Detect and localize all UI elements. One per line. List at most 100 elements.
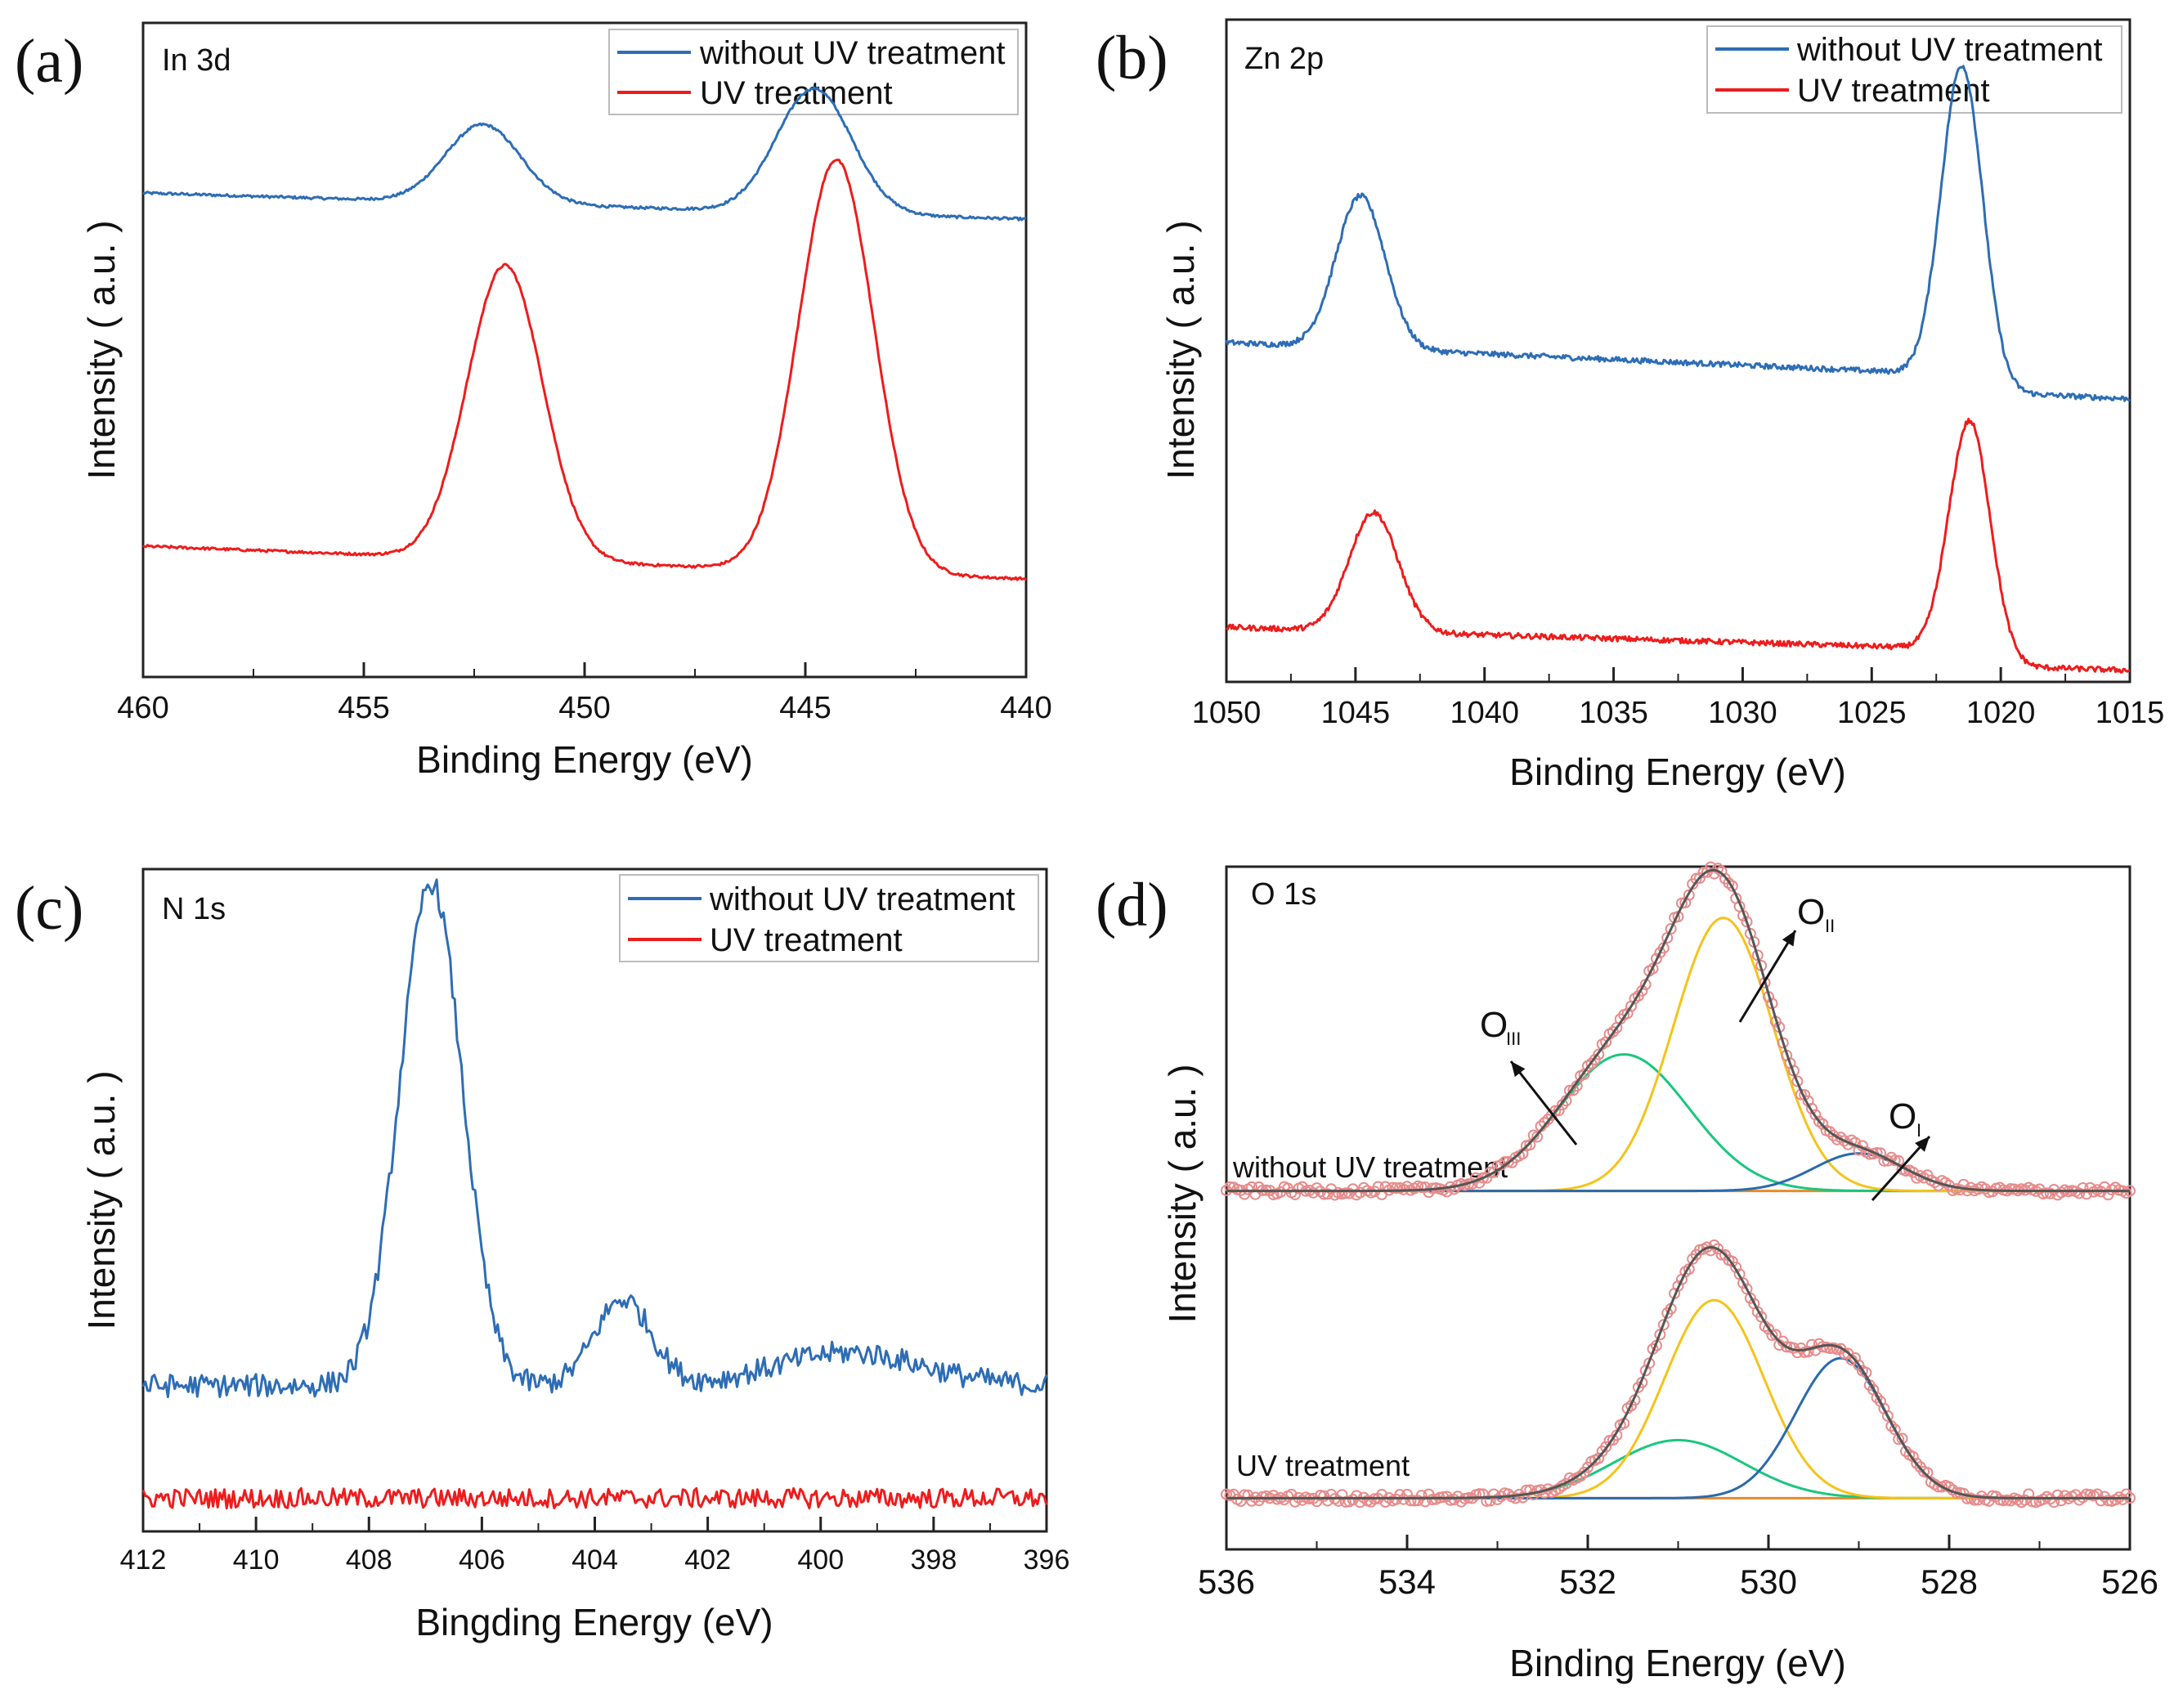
panel-d-data-point: [1911, 1457, 1923, 1469]
panel-b-tick-label: 1045: [1321, 696, 1391, 730]
panel-c-legend-box: [619, 874, 1039, 962]
panel-b-tick-label: 1040: [1450, 696, 1519, 730]
panel-c-xlabel: Bingding Energy (eV): [415, 1601, 773, 1643]
panel-d-data-point: [1484, 1495, 1496, 1507]
arrow-o3-head: [1511, 1061, 1526, 1078]
panel-d-data-point: [1997, 1495, 2010, 1507]
panel-d-data-point: [1781, 1341, 1793, 1353]
panel-d-data-point: [1477, 1172, 1489, 1184]
panel-a-tick-label: 450: [558, 691, 610, 725]
o1-subscript: I: [1916, 1120, 1921, 1141]
panel-d-data-point: [1242, 1489, 1254, 1501]
panel-c-tick-label: 398: [911, 1544, 957, 1576]
panel-d-data-point: [1531, 1131, 1544, 1143]
panel-d-tick-label: 528: [1921, 1562, 1978, 1601]
annotation-o3: O III: [1480, 1005, 1521, 1049]
panel-a-letter: (a): [15, 27, 83, 96]
panel-b-ylabel: Intensity ( a.u. ): [1159, 220, 1202, 479]
panel-d-data-point: [1415, 1490, 1428, 1502]
panel-d-tick-label: 536: [1198, 1562, 1255, 1601]
panel-d-data-point: [1824, 1126, 1836, 1138]
panel-d-data-point: [1697, 867, 1710, 879]
panel-b-legend-box: [1706, 25, 2122, 114]
annotation-o2: O II: [1797, 892, 1835, 936]
panel-d-data-point: [1289, 1188, 1301, 1200]
panel-a-legend: without UV treatment UV treatment: [608, 29, 1019, 115]
panel-d-data-point: [1647, 962, 1659, 975]
panel-d-letter: (d): [1096, 871, 1168, 939]
panel-d-data-point: [1809, 1109, 1822, 1121]
panel-a-legend-without: without UV treatment: [699, 35, 1006, 71]
panel-a-tick-label: 440: [1000, 691, 1051, 725]
panel-c: (c) N 1s Bingding Energy (eV) Intensity …: [15, 867, 1048, 1643]
panel-b-series-uv: [1226, 417, 2131, 674]
panel-d-data-point: [1311, 1182, 1323, 1195]
panel-c-letter: (c): [15, 874, 83, 943]
panel-d-data-point: [1806, 1338, 1818, 1351]
panel-a-axis-ticks: 460 455 450 445 440: [117, 662, 1052, 725]
panel-d-data-point: [1712, 863, 1724, 875]
panel-d-data-point: [2019, 1494, 2031, 1506]
panel-d-data-point: [1863, 1148, 1876, 1160]
panel-b-axis-ticks: 1050 1045 1040 1035 1030 1025 1020 1015: [1192, 667, 2164, 730]
panel-d-data-point: [1582, 1461, 1594, 1473]
panel-a-series-without: [142, 86, 1027, 222]
panel-d-data-point: [1585, 1057, 1598, 1069]
panel-d-data-point: [1950, 1486, 1962, 1499]
panel-d-data-point: [1448, 1494, 1460, 1506]
panel-b-tick-label: 1020: [1966, 696, 2036, 730]
panel-c-series-without: [141, 878, 1048, 1398]
panel-a-tick-label: 455: [338, 691, 389, 725]
panel-a-ylabel: Intensity ( a.u. ): [80, 220, 123, 479]
panel-d-data-point: [1881, 1410, 1894, 1422]
panel-c-tick-label: 402: [684, 1544, 731, 1576]
panel-d-data-point: [2077, 1182, 2089, 1195]
arrow-o3-shaft: [1509, 1060, 1578, 1145]
panel-d-data-point: [1448, 1183, 1460, 1195]
panel-d-tick-label: 534: [1378, 1562, 1436, 1601]
panel-b-legend-without: without UV treatment: [1796, 32, 2103, 68]
panel-d-envelope-without: [1226, 868, 2130, 1193]
panel-d-tick-label: 526: [2101, 1562, 2158, 1601]
panel-d-data-point: [1245, 1495, 1257, 1507]
panel-d-data-point: [1769, 1329, 1782, 1341]
panel-d-data-point: [1737, 1277, 1750, 1289]
panel-c-tick-label: 410: [233, 1544, 280, 1576]
panel-d-data-point: [1321, 1495, 1334, 1507]
panel-d-data-point: [1712, 1243, 1724, 1255]
panel-d-data-point: [1889, 1423, 1901, 1436]
panel-c-legend: without UV treatment UV treatment: [619, 874, 1039, 962]
panel-c-legend-without: without UV treatment: [709, 881, 1015, 917]
o1-symbol: O: [1889, 1096, 1916, 1136]
panel-d-data-point: [1824, 1343, 1836, 1355]
panel-d-data-point: [1763, 1323, 1774, 1335]
panel-d-data-point: [1524, 1139, 1536, 1151]
panel-d-data-point: [1972, 1494, 1984, 1506]
panel-b-tick-label: 1035: [1579, 696, 1648, 730]
panel-d-data-point: [1741, 1283, 1753, 1295]
panel-d-data-point: [1239, 1489, 1251, 1501]
panel-b-xlabel: Binding Energy (eV): [1509, 751, 1846, 793]
panel-d-data-point: [1755, 1311, 1768, 1323]
panel-d-data-point: [2044, 1187, 2056, 1199]
o3-symbol: O: [1480, 1005, 1508, 1045]
panel-d-tick-label: 530: [1740, 1562, 1797, 1601]
panel-c-tick-label: 404: [572, 1544, 618, 1576]
panel-d-data-point: [2084, 1181, 2096, 1194]
panel-b-frame: [1225, 18, 2131, 684]
panel-d-data-point: [1817, 1118, 1829, 1130]
o3-subscript: III: [1506, 1029, 1521, 1049]
panel-c-title: N 1s: [162, 892, 226, 926]
panel-d-data-point: [1405, 1495, 1417, 1507]
panel-a-legend-uv: UV treatment: [700, 75, 893, 111]
panel-d-data-point: [1390, 1182, 1402, 1195]
panel-d-title: O 1s: [1251, 877, 1316, 912]
panel-d-data-point: [1665, 922, 1677, 935]
arrow-o2-head: [1782, 930, 1795, 947]
panel-b-tick-label: 1050: [1192, 696, 1262, 730]
panel-a-frame: [141, 21, 1028, 679]
panel-d-axis-ticks: 536 534 532 530 528 526: [1198, 1535, 2158, 1601]
panel-d-ylabel: Intensity ( a.u. ): [1161, 1064, 1204, 1323]
panel-b-title: Zn 2p: [1244, 42, 1324, 76]
